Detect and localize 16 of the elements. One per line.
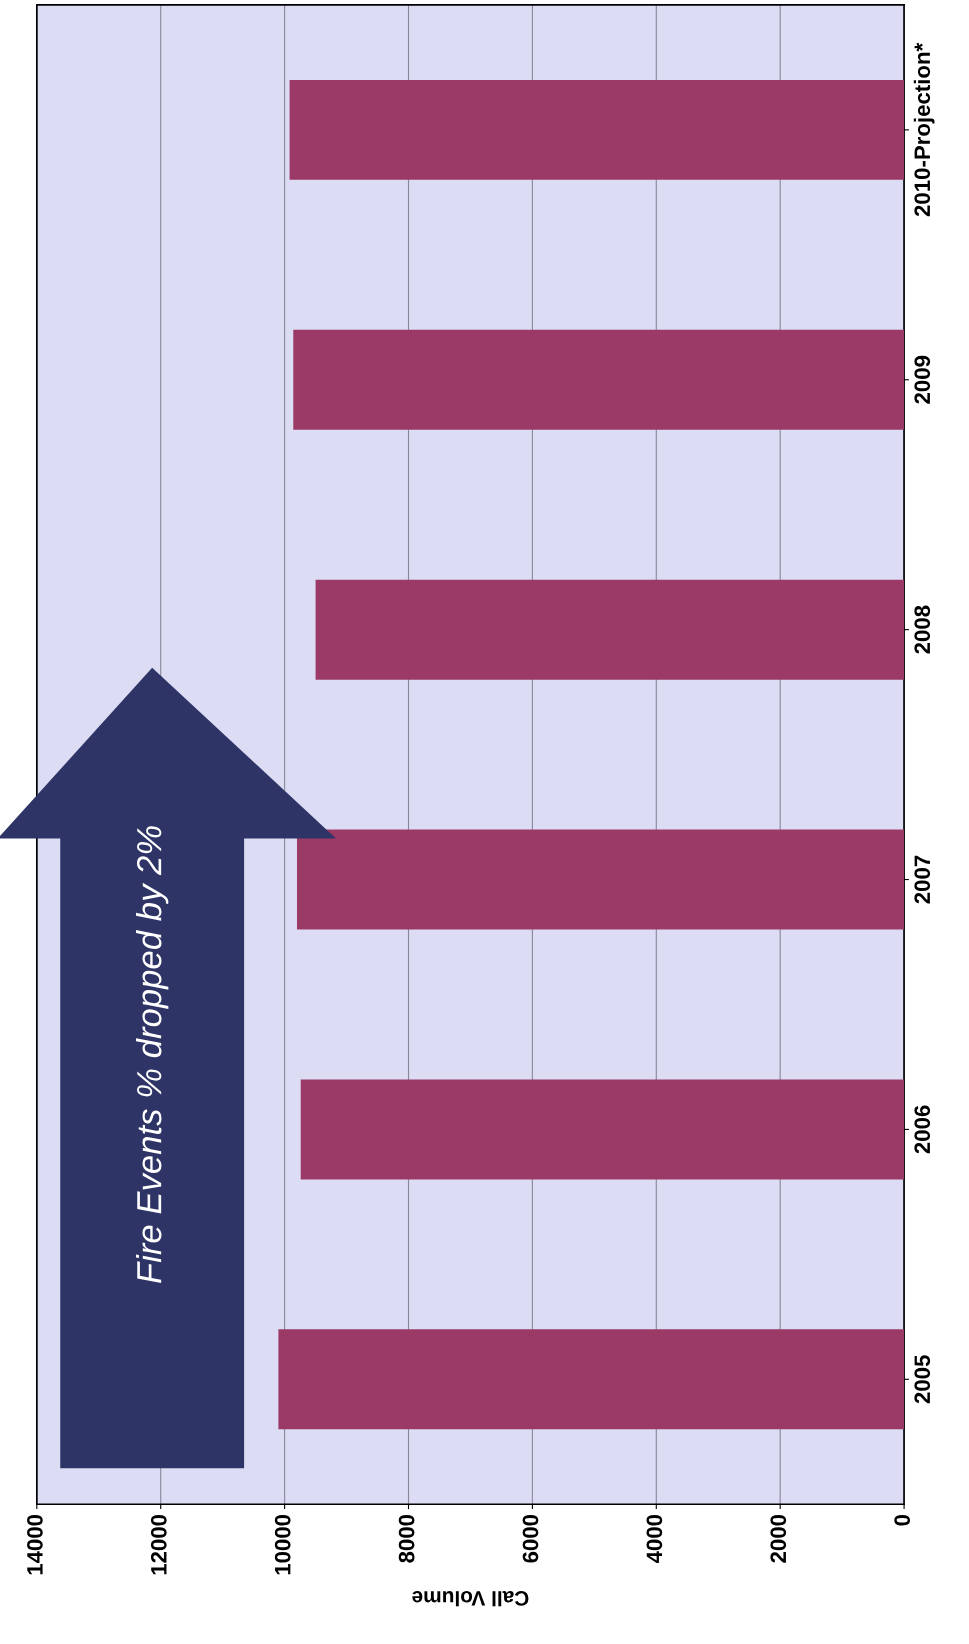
x-tick-label: 6000: [522, 1514, 539, 1563]
y-tick-label: 2009: [914, 355, 931, 404]
x-tick-label: 14000: [27, 1514, 43, 1575]
x-tick-label: 10000: [274, 1514, 291, 1575]
x-tick-label: 4000: [646, 1514, 663, 1564]
annotation: Fire Events % dropped by 2%: [135, 826, 169, 1284]
x-tick-label: 0: [894, 1514, 911, 1526]
x-tick-label: 12000: [150, 1514, 167, 1575]
x-axis-title: Call Volume: [412, 1591, 529, 1607]
y-tick-label: 2007: [914, 855, 931, 904]
y-tick-label: 2006: [914, 1105, 931, 1154]
y-tick-label: 2010-Projection*: [913, 42, 935, 217]
x-tick-label: 8000: [398, 1514, 415, 1563]
y-tick-label: 2005: [914, 1355, 931, 1404]
y-tick-label: 2008: [914, 605, 931, 654]
x-tick-label: 2000: [770, 1514, 787, 1563]
